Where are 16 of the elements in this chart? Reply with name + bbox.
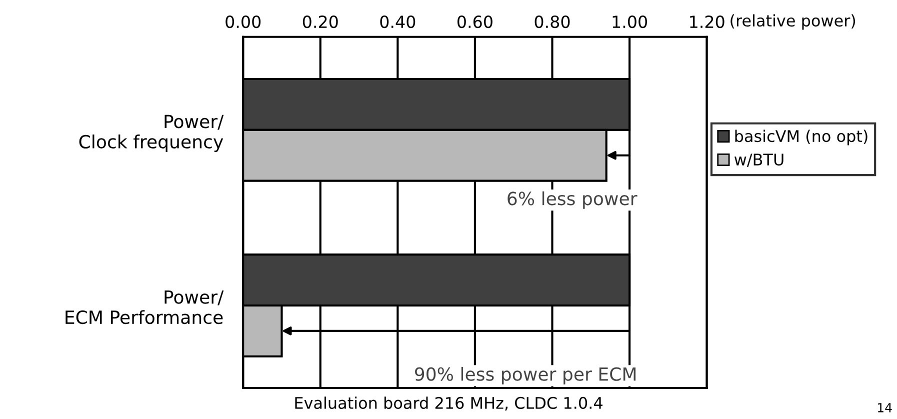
- annotation: 90% less power per ECM: [414, 366, 636, 384]
- x-tick-label: 0.00: [226, 15, 261, 28]
- y-tick-label: Power/ ECM Performance: [66, 290, 224, 324]
- x-tick-label: 0.40: [380, 15, 416, 28]
- y-tick-label: Power/ Clock frequency: [79, 114, 224, 152]
- legend-label: w/BTU: [734, 154, 784, 167]
- annotation: 6% less power: [508, 191, 638, 209]
- legend-label: basicVM (no opt): [735, 130, 868, 146]
- text: Evaluation board 216 MHz, CLDC 1.0.4: [295, 396, 602, 411]
- x-tick-label: 1.20: [690, 15, 724, 28]
- x-tick-label: 1.00: [612, 15, 647, 28]
- x-axis-title: (relative power): [730, 14, 856, 30]
- x-tick-label: 0.20: [302, 15, 338, 28]
- x-tick-label: 0.60: [458, 15, 492, 28]
- x-tick-label: 0.80: [534, 15, 570, 28]
- text: 14: [878, 403, 892, 412]
